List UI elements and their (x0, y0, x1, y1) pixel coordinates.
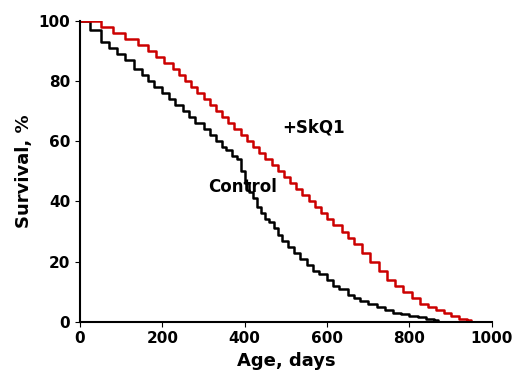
Y-axis label: Survival, %: Survival, % (15, 115, 33, 228)
X-axis label: Age, days: Age, days (237, 352, 335, 370)
Text: Control: Control (208, 178, 277, 196)
Text: +SkQ1: +SkQ1 (282, 118, 344, 136)
